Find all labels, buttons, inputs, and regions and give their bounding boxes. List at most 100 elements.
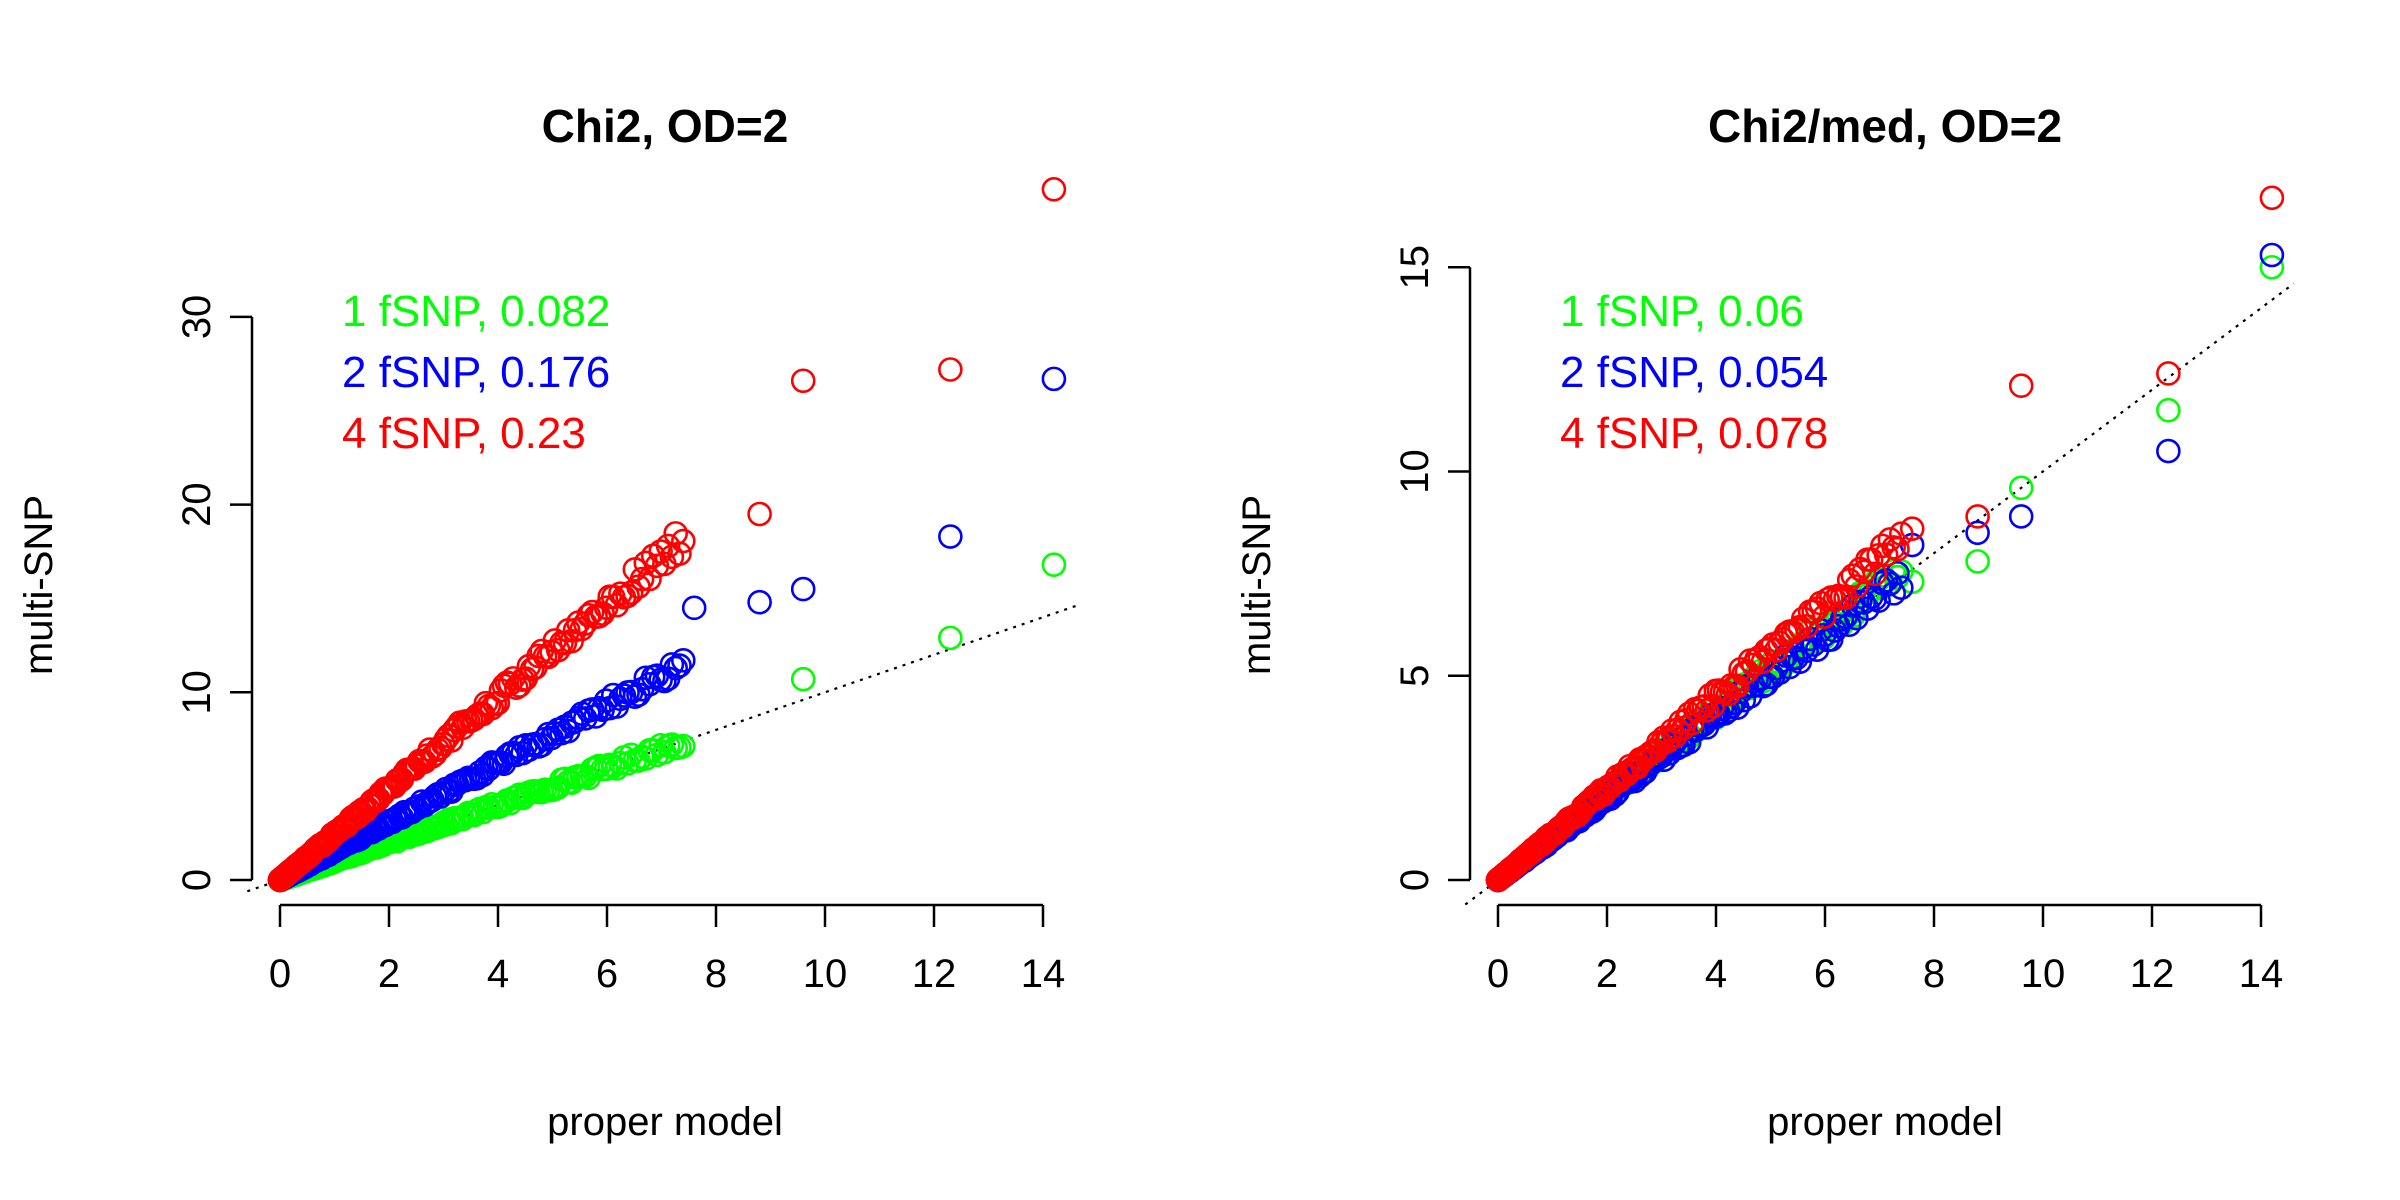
- data-point: [497, 790, 523, 816]
- data-point: [1965, 549, 1990, 574]
- data-point: [2259, 254, 2285, 280]
- data-point: [790, 368, 816, 394]
- data-point: [1873, 542, 1899, 567]
- data-point: [2008, 504, 2034, 529]
- x-tick-label: 14: [1021, 952, 1066, 996]
- data-point: [1965, 520, 1990, 546]
- x-tick-label: 12: [2130, 952, 2175, 996]
- data-point: [663, 655, 688, 681]
- y-axis-label: multi-SNP: [1235, 495, 1279, 675]
- y-tick-label: 5: [1393, 665, 1437, 687]
- data-point: [430, 810, 456, 836]
- legend-entry: 4 fSNP, 0.23: [342, 409, 586, 458]
- data-point: [485, 690, 511, 716]
- axes-layer: 0 2 4 6 8 10 12 14 0 10 20 30: [175, 295, 1065, 996]
- data-point: [1844, 574, 1869, 599]
- data-point: [2008, 373, 2034, 399]
- axes-layer: 0 2 4 6 8 10 12 14 0 5 10 15: [1393, 245, 2283, 996]
- data-point: [1885, 536, 1910, 562]
- data-point: [938, 524, 963, 549]
- x-tick-label: 14: [2239, 952, 2284, 996]
- data-point: [579, 599, 605, 625]
- data-point: [1862, 561, 1888, 587]
- x-axis-label: proper model: [1767, 1100, 2003, 1144]
- data-point: [629, 566, 655, 592]
- x-tick-label: 10: [803, 952, 848, 996]
- legend-entry: 4 fSNP, 0.078: [1560, 409, 1828, 458]
- y-tick-label: 10: [1393, 449, 1437, 494]
- data-point: [2156, 397, 2181, 423]
- data-point: [2156, 438, 2181, 464]
- data-point: [747, 589, 772, 615]
- data-point: [2156, 361, 2181, 386]
- data-point: [938, 625, 963, 651]
- x-tick-label: 8: [705, 952, 727, 996]
- x-axis-label: proper model: [547, 1100, 783, 1144]
- data-point: [473, 690, 499, 716]
- data-point: [1836, 612, 1862, 638]
- legend-entry: 1 fSNP, 0.06: [1560, 287, 1804, 336]
- chart-title: Chi2/med, OD=2: [1708, 100, 2062, 152]
- y-tick-label: 15: [1393, 245, 1437, 290]
- x-tick-label: 6: [1814, 952, 1836, 996]
- y-axis-label: multi-SNP: [17, 495, 61, 675]
- data-point: [497, 671, 523, 697]
- chart-title: Chi2, OD=2: [542, 100, 789, 152]
- y-tick-label: 20: [175, 482, 219, 527]
- y-tick-label: 10: [175, 670, 219, 715]
- chart-panel-right: Chi2/med, OD=2 proper model multi-SNP 1 …: [1235, 100, 2295, 1144]
- y-tick-label: 0: [175, 869, 219, 891]
- data-point: [1851, 559, 1877, 585]
- data-point: [637, 566, 662, 592]
- data-point: [1741, 652, 1766, 678]
- data-point: [1965, 504, 1990, 529]
- y-tick-label: 0: [1393, 869, 1437, 891]
- data-points-layer: [267, 177, 1067, 893]
- data-point: [670, 733, 696, 759]
- legend-entry: 2 fSNP, 0.054: [1560, 348, 1828, 397]
- data-point: [1685, 698, 1711, 724]
- x-tick-label: 4: [1705, 952, 1727, 996]
- data-point: [670, 648, 696, 673]
- x-tick-label: 12: [912, 952, 957, 996]
- x-tick-label: 8: [1923, 952, 1945, 996]
- data-point: [790, 666, 816, 692]
- data-point: [681, 595, 707, 621]
- data-point: [667, 653, 692, 678]
- chart-panel-left: Chi2, OD=2 proper model multi-SNP 1 fSNP…: [17, 100, 1077, 1144]
- data-point: [648, 539, 673, 564]
- data-point: [938, 357, 963, 382]
- y-tick-label: 30: [175, 295, 219, 340]
- data-point: [1694, 698, 1720, 723]
- data-point: [2008, 475, 2034, 501]
- legend-entry: 1 fSNP, 0.082: [342, 287, 610, 336]
- data-point: [586, 604, 612, 629]
- x-tick-label: 2: [1596, 952, 1618, 996]
- data-point: [470, 799, 496, 825]
- data-point: [622, 684, 648, 709]
- data-point: [1815, 587, 1840, 612]
- x-tick-label: 10: [2021, 952, 2066, 996]
- x-tick-label: 0: [1487, 952, 1509, 996]
- data-point: [670, 528, 696, 554]
- data-point: [1889, 575, 1914, 600]
- data-point: [659, 652, 685, 677]
- data-point: [1041, 177, 1067, 202]
- data-point: [1899, 516, 1925, 541]
- data-point: [1794, 638, 1820, 664]
- x-tick-label: 0: [269, 952, 291, 996]
- data-point: [1041, 552, 1067, 577]
- data-point: [790, 576, 816, 602]
- x-tick-label: 2: [378, 952, 400, 996]
- legend-entry: 2 fSNP, 0.176: [342, 348, 610, 397]
- x-tick-label: 6: [596, 952, 618, 996]
- data-points-layer: [1485, 185, 2285, 893]
- x-tick-label: 4: [487, 952, 509, 996]
- data-point: [1041, 366, 1067, 392]
- data-point: [747, 501, 772, 527]
- data-point: [667, 541, 692, 566]
- data-point: [2259, 185, 2285, 211]
- data-point: [504, 675, 529, 700]
